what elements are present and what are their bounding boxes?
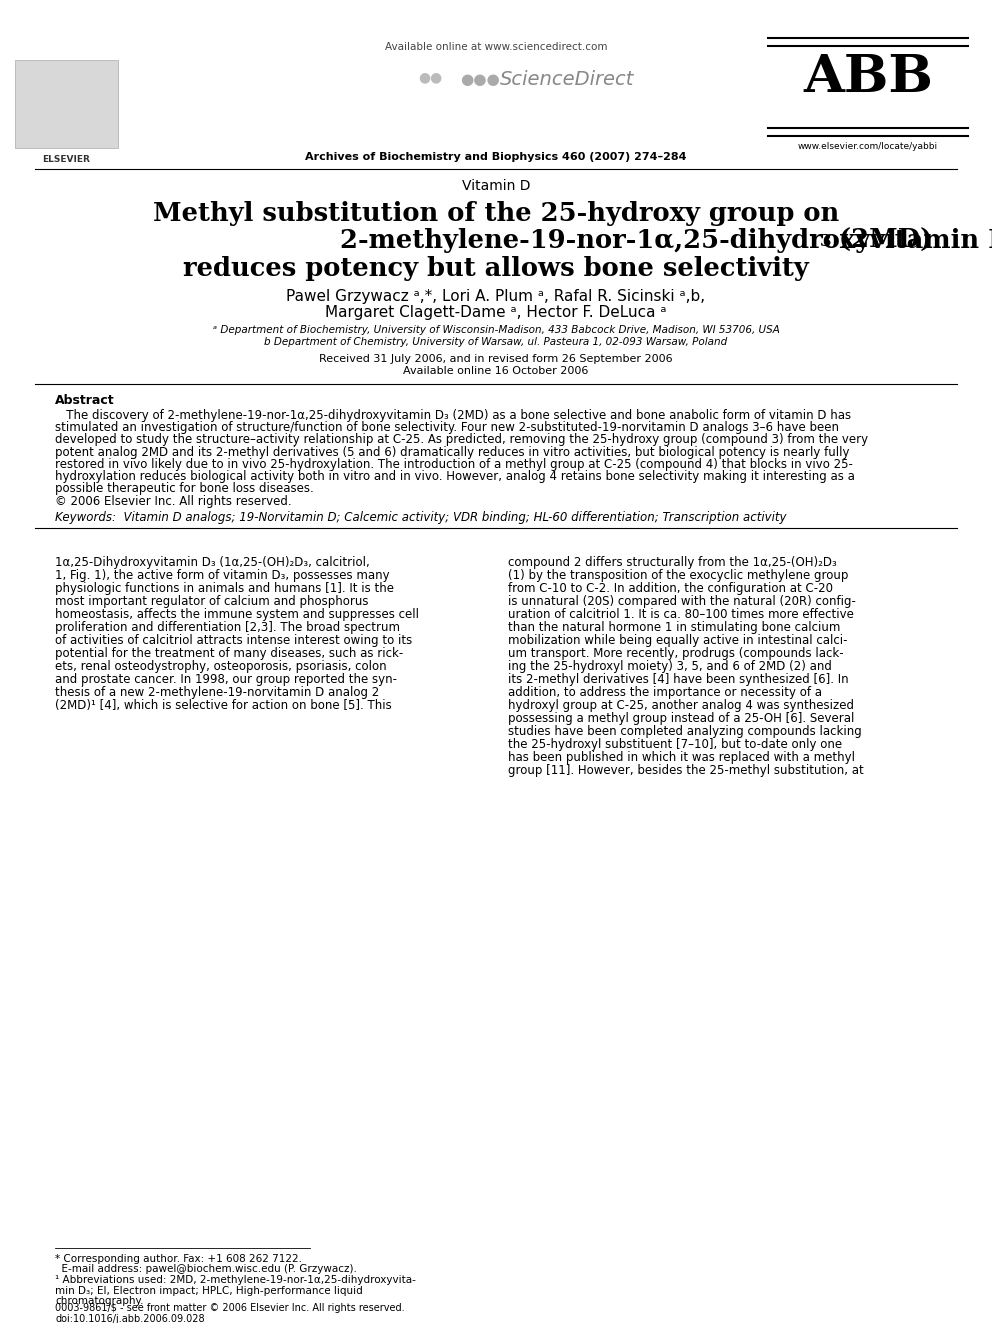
Text: stimulated an investigation of structure/function of bone selectivity. Four new : stimulated an investigation of structure… xyxy=(55,421,839,434)
Text: ᵃ Department of Biochemistry, University of Wisconsin-Madison, 433 Babcock Drive: ᵃ Department of Biochemistry, University… xyxy=(212,325,780,335)
Text: Received 31 July 2006, and in revised form 26 September 2006: Received 31 July 2006, and in revised fo… xyxy=(319,355,673,364)
Text: reduces potency but allows bone selectivity: reduces potency but allows bone selectiv… xyxy=(184,255,808,280)
Text: © 2006 Elsevier Inc. All rights reserved.: © 2006 Elsevier Inc. All rights reserved… xyxy=(55,495,292,508)
Text: Keywords:  Vitamin D analogs; 19-Norvitamin D; Calcemic activity; VDR binding; H: Keywords: Vitamin D analogs; 19-Norvitam… xyxy=(55,512,787,524)
Text: 1α,25-Dihydroxyvitamin D₃ (1α,25-(OH)₂D₃, calcitriol,: 1α,25-Dihydroxyvitamin D₃ (1α,25-(OH)₂D₃… xyxy=(55,557,370,569)
Text: 3: 3 xyxy=(820,233,831,250)
Text: Abstract: Abstract xyxy=(55,394,115,407)
FancyBboxPatch shape xyxy=(15,60,118,148)
Text: Margaret Clagett-Dame ᵃ, Hector F. DeLuca ᵃ: Margaret Clagett-Dame ᵃ, Hector F. DeLuc… xyxy=(325,306,667,320)
Text: Archives of Biochemistry and Biophysics 460 (2007) 274–284: Archives of Biochemistry and Biophysics … xyxy=(306,152,686,161)
Text: its 2-methyl derivatives [4] have been synthesized [6]. In: its 2-methyl derivatives [4] have been s… xyxy=(508,673,848,687)
Text: studies have been completed analyzing compounds lacking: studies have been completed analyzing co… xyxy=(508,725,862,738)
Text: www.elsevier.com/locate/yabbi: www.elsevier.com/locate/yabbi xyxy=(798,142,938,151)
Text: potent analog 2MD and its 2-methyl derivatives (5 and 6) dramatically reduces in: potent analog 2MD and its 2-methyl deriv… xyxy=(55,446,849,459)
Text: proliferation and differentiation [2,3]. The broad spectrum: proliferation and differentiation [2,3].… xyxy=(55,622,400,635)
Text: restored in vivo likely due to in vivo 25-hydroxylation. The introduction of a m: restored in vivo likely due to in vivo 2… xyxy=(55,458,853,471)
Text: group [11]. However, besides the 25-methyl substitution, at: group [11]. However, besides the 25-meth… xyxy=(508,765,864,778)
Text: ¹ Abbreviations used: 2MD, 2-methylene-19-nor-1α,25-dihydroxyvita-: ¹ Abbreviations used: 2MD, 2-methylene-1… xyxy=(55,1275,416,1285)
Text: of activities of calcitriol attracts intense interest owing to its: of activities of calcitriol attracts int… xyxy=(55,635,413,647)
Text: ●●: ●● xyxy=(418,70,442,83)
Text: ●●●: ●●● xyxy=(460,71,500,87)
Text: mobilization while being equally active in intestinal calci-: mobilization while being equally active … xyxy=(508,635,847,647)
Text: is unnatural (20S) compared with the natural (20R) config-: is unnatural (20S) compared with the nat… xyxy=(508,595,856,609)
Text: most important regulator of calcium and phosphorus: most important regulator of calcium and … xyxy=(55,595,368,609)
Text: hydroxyl group at C-25, another analog 4 was synthesized: hydroxyl group at C-25, another analog 4… xyxy=(508,700,854,712)
Text: ABB: ABB xyxy=(804,52,932,103)
Text: Available online 16 October 2006: Available online 16 October 2006 xyxy=(404,366,588,376)
Text: possessing a methyl group instead of a 25-OH [6]. Several: possessing a methyl group instead of a 2… xyxy=(508,712,854,725)
Text: addition, to address the importance or necessity of a: addition, to address the importance or n… xyxy=(508,687,822,700)
Text: 0003-9861/$ - see front matter © 2006 Elsevier Inc. All rights reserved.: 0003-9861/$ - see front matter © 2006 El… xyxy=(55,1303,405,1312)
Text: has been published in which it was replaced with a methyl: has been published in which it was repla… xyxy=(508,751,855,765)
Text: developed to study the structure–activity relationship at C-25. As predicted, re: developed to study the structure–activit… xyxy=(55,434,868,446)
Text: 2-methylene-19-nor-1α,25-dihydroxyvitamin D: 2-methylene-19-nor-1α,25-dihydroxyvitami… xyxy=(340,228,992,253)
Text: the 25-hydroxyl substituent [7–10], but to-date only one: the 25-hydroxyl substituent [7–10], but … xyxy=(508,738,842,751)
Text: ELSEVIER: ELSEVIER xyxy=(42,155,90,164)
Text: uration of calcitriol 1. It is ca. 80–100 times more effective: uration of calcitriol 1. It is ca. 80–10… xyxy=(508,609,854,622)
Text: 1, Fig. 1), the active form of vitamin D₃, possesses many: 1, Fig. 1), the active form of vitamin D… xyxy=(55,569,390,582)
Text: ScienceDirect: ScienceDirect xyxy=(500,70,634,89)
Text: (2MD): (2MD) xyxy=(830,228,932,253)
Text: The discovery of 2-methylene-19-nor-1α,25-dihydroxyvitamin D₃ (2MD) as a bone se: The discovery of 2-methylene-19-nor-1α,2… xyxy=(55,409,851,422)
Text: um transport. More recently, prodrugs (compounds lack-: um transport. More recently, prodrugs (c… xyxy=(508,647,843,660)
Text: potential for the treatment of many diseases, such as rick-: potential for the treatment of many dise… xyxy=(55,647,404,660)
Text: doi:10.1016/j.abb.2006.09.028: doi:10.1016/j.abb.2006.09.028 xyxy=(55,1314,204,1323)
Text: hydroxylation reduces biological activity both in vitro and in vivo. However, an: hydroxylation reduces biological activit… xyxy=(55,470,855,483)
Text: Methyl substitution of the 25-hydroxy group on: Methyl substitution of the 25-hydroxy gr… xyxy=(153,201,839,226)
Text: (1) by the transposition of the exocyclic methylene group: (1) by the transposition of the exocycli… xyxy=(508,569,848,582)
Text: min D₃; EI, Electron impact; HPLC, High-performance liquid: min D₃; EI, Electron impact; HPLC, High-… xyxy=(55,1286,363,1295)
Text: physiologic functions in animals and humans [1]. It is the: physiologic functions in animals and hum… xyxy=(55,582,394,595)
Text: Pawel Grzywacz ᵃ,*, Lori A. Plum ᵃ, Rafal R. Sicinski ᵃ,b,: Pawel Grzywacz ᵃ,*, Lori A. Plum ᵃ, Rafa… xyxy=(287,288,705,304)
Text: possible therapeutic for bone loss diseases.: possible therapeutic for bone loss disea… xyxy=(55,482,313,495)
Text: ets, renal osteodystrophy, osteoporosis, psoriasis, colon: ets, renal osteodystrophy, osteoporosis,… xyxy=(55,660,387,673)
Text: b Department of Chemistry, University of Warsaw, ul. Pasteura 1, 02-093 Warsaw, : b Department of Chemistry, University of… xyxy=(265,337,727,347)
Text: from C-10 to C-2. In addition, the configuration at C-20: from C-10 to C-2. In addition, the confi… xyxy=(508,582,833,595)
Text: ing the 25-hydroxyl moiety) 3, 5, and 6 of 2MD (2) and: ing the 25-hydroxyl moiety) 3, 5, and 6 … xyxy=(508,660,832,673)
Text: Vitamin D: Vitamin D xyxy=(461,179,531,193)
Text: thesis of a new 2-methylene-19-norvitamin D analog 2: thesis of a new 2-methylene-19-norvitami… xyxy=(55,687,379,700)
Text: (2MD)¹ [4], which is selective for action on bone [5]. This: (2MD)¹ [4], which is selective for actio… xyxy=(55,700,392,712)
Text: homeostasis, affects the immune system and suppresses cell: homeostasis, affects the immune system a… xyxy=(55,609,419,622)
Text: compound 2 differs structurally from the 1α,25-(OH)₂D₃: compound 2 differs structurally from the… xyxy=(508,557,836,569)
Text: chromatography.: chromatography. xyxy=(55,1297,144,1306)
Text: than the natural hormone 1 in stimulating bone calcium: than the natural hormone 1 in stimulatin… xyxy=(508,622,840,635)
Text: E-mail address: pawel@biochem.wisc.edu (P. Grzywacz).: E-mail address: pawel@biochem.wisc.edu (… xyxy=(55,1265,357,1274)
Text: * Corresponding author. Fax: +1 608 262 7122.: * Corresponding author. Fax: +1 608 262 … xyxy=(55,1254,302,1263)
Text: Available online at www.sciencedirect.com: Available online at www.sciencedirect.co… xyxy=(385,42,607,52)
Text: and prostate cancer. In 1998, our group reported the syn-: and prostate cancer. In 1998, our group … xyxy=(55,673,397,687)
